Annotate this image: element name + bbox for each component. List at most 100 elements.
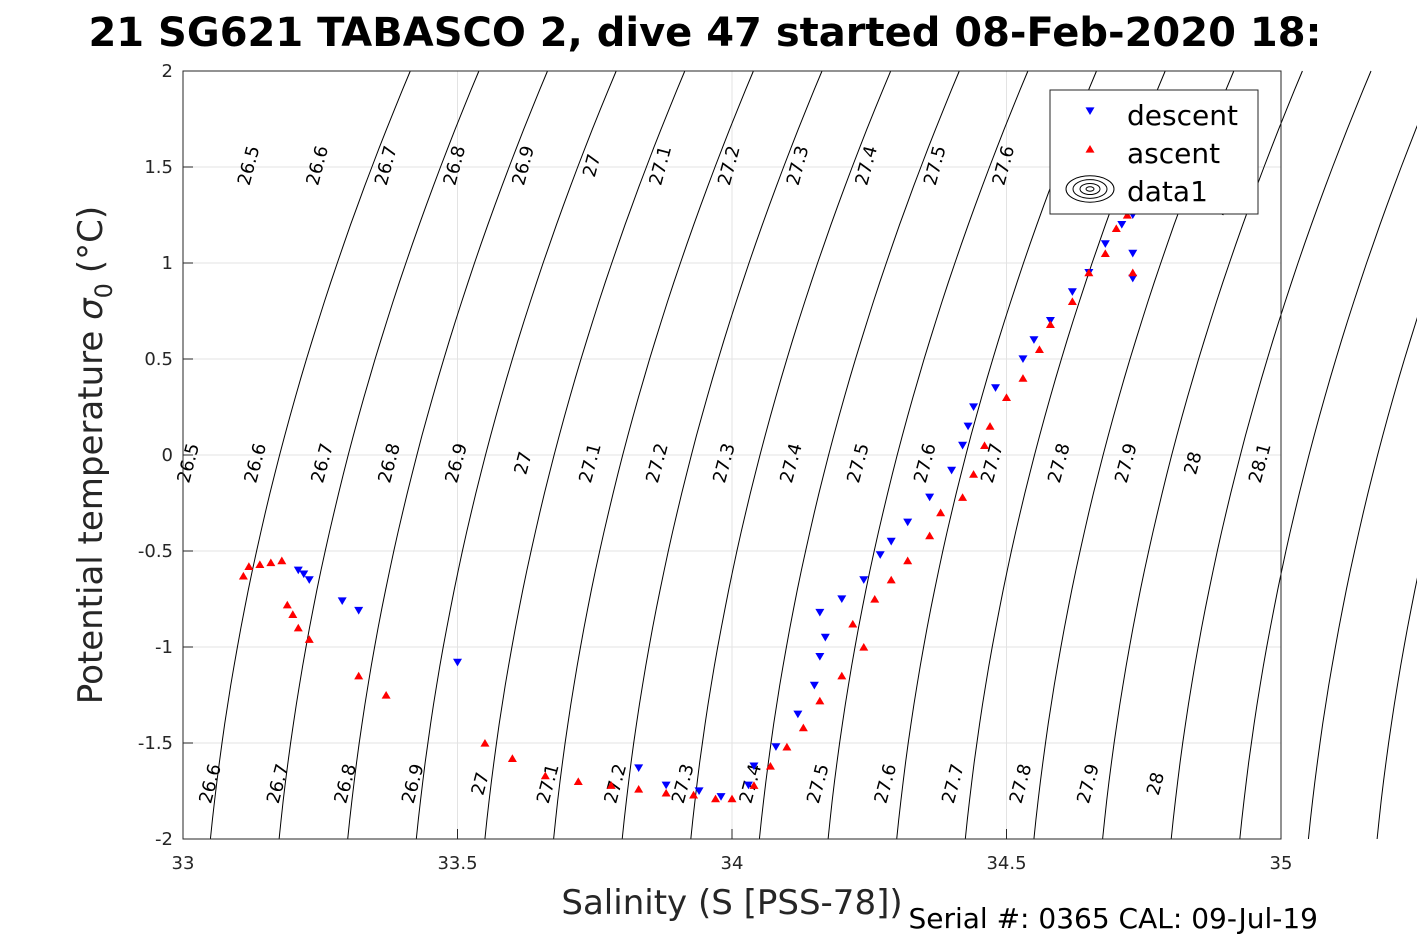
descent-point <box>716 793 726 801</box>
descent-point <box>947 466 957 475</box>
y-tick-label: 0 <box>162 445 173 466</box>
ascent-point <box>903 556 913 565</box>
isopycnal-line <box>1239 125 1417 840</box>
descent-point <box>293 566 303 575</box>
descent-point <box>1117 221 1127 229</box>
ascent-point <box>288 610 298 618</box>
legend: descent ascent data1 <box>1049 89 1259 215</box>
x-tick-label: 35 <box>1270 853 1293 874</box>
ascent-point <box>1084 268 1094 277</box>
descent-point <box>815 608 825 617</box>
isopycnal-line <box>484 70 686 840</box>
ascent-point <box>837 671 847 680</box>
ascent-point <box>1128 268 1138 277</box>
descent-point <box>859 576 869 584</box>
descent-point <box>304 576 314 584</box>
ascent-point <box>886 575 896 584</box>
descent-point <box>634 764 644 773</box>
ascent-point <box>634 785 644 793</box>
ascent-point <box>925 531 935 540</box>
ascent-point <box>1034 345 1044 353</box>
descent-point <box>903 518 913 527</box>
ascent-point <box>1045 320 1055 329</box>
ascent-point <box>727 794 737 803</box>
ascent-point <box>870 594 880 603</box>
isopycnal-line <box>1307 317 1417 840</box>
isopycnal-line <box>896 70 1097 840</box>
y-tick-label: -1.5 <box>138 733 173 754</box>
ascent-point <box>711 794 721 803</box>
ascent-point <box>1122 210 1132 219</box>
descent-point <box>875 551 885 559</box>
descent-point <box>694 787 704 796</box>
isopycnal-line <box>209 70 411 840</box>
x-axis-ticks: 33 33.5 34 34.5 35 <box>172 829 1293 874</box>
chart-title: 21 SG621 TABASCO 2, dive 47 started 08-F… <box>88 10 1321 56</box>
x-tick-label: 34.5 <box>986 853 1026 874</box>
ascent-point <box>798 723 808 732</box>
ascent-point <box>507 754 517 762</box>
descent-point <box>809 681 819 690</box>
isopycnal-line <box>347 70 548 840</box>
legend-ascent-marker <box>1085 144 1095 153</box>
isopycnal-line <box>278 70 480 840</box>
ascent-point <box>1111 224 1121 233</box>
ascent-point <box>354 671 364 680</box>
y-tick-label: 1 <box>162 253 173 274</box>
legend-contour-marker <box>1072 179 1108 199</box>
legend-contour-marker <box>1079 183 1101 195</box>
y-axis-label: Potential temperature σ0 (°C) <box>71 206 118 704</box>
y-axis-label-symbol: σ <box>71 297 111 320</box>
descent-point <box>453 658 462 667</box>
descent-point <box>793 710 803 719</box>
y-axis-label-subscript: 0 <box>90 283 118 298</box>
descent-point <box>1128 274 1138 283</box>
ascent-point <box>573 777 583 785</box>
ascent-point <box>1002 393 1011 401</box>
descent-point <box>749 762 759 771</box>
calibration-footer: Serial #: 0365 CAL: 09-Jul-19 <box>908 902 1318 935</box>
isopycnal-line <box>553 70 754 840</box>
y-axis-ticks: -2 -1.5 -1 -0.5 0 0.5 1 1.5 2 <box>138 61 193 850</box>
y-tick-label: 0.5 <box>144 349 173 370</box>
ascent-point <box>606 781 616 789</box>
descent-point <box>1128 249 1138 258</box>
descent-point <box>815 653 825 661</box>
ascent-point <box>1100 249 1110 257</box>
descent-point <box>1067 288 1077 296</box>
isopycnal-line <box>827 70 1029 840</box>
x-axis-label: Salinity (S [PSS-78]) <box>561 883 902 923</box>
descent-point <box>771 743 781 751</box>
x-tick-label: 33.5 <box>437 853 477 874</box>
isopycnal-line <box>621 70 823 840</box>
ascent-point <box>238 571 248 580</box>
y-axis-label-text: Potential temperature <box>71 331 111 704</box>
ascent-point <box>980 441 990 449</box>
descent-series <box>293 211 1138 801</box>
descent-point <box>1018 355 1028 364</box>
ascent-point <box>689 790 699 799</box>
ascent-point <box>936 508 946 517</box>
isopycnal-line <box>690 70 892 840</box>
legend-descent-marker <box>1085 107 1095 116</box>
ascent-point <box>304 635 314 643</box>
ascent-point <box>1018 374 1028 382</box>
x-tick-label: 33 <box>172 853 195 874</box>
isopycnal-line <box>758 70 960 840</box>
y-tick-label: -2 <box>155 829 173 850</box>
legend-label: ascent <box>1127 137 1220 170</box>
y-tick-label: 2 <box>162 61 173 82</box>
ascent-point <box>985 422 995 430</box>
descent-point <box>1100 240 1110 248</box>
y-tick-label: -0.5 <box>138 541 173 562</box>
ascent-point <box>815 696 825 705</box>
descent-point <box>337 597 347 605</box>
ascent-point <box>848 619 858 628</box>
ascent-point <box>782 742 792 751</box>
ascent-point <box>958 493 968 501</box>
ascent-point <box>266 558 276 567</box>
ascent-point <box>765 761 775 770</box>
descent-point <box>820 633 830 642</box>
legend-label: data1 <box>1127 175 1208 208</box>
